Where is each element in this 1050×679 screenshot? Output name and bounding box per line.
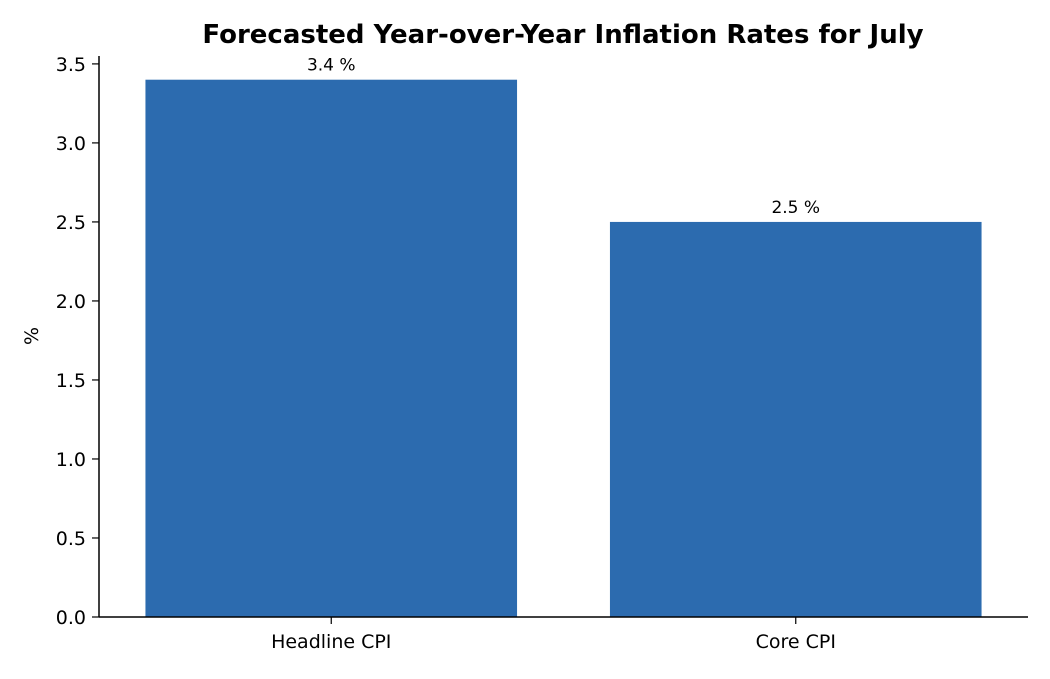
bar-core-cpi [609, 221, 982, 618]
y-tick-label: 2.0 [56, 291, 86, 313]
y-tick-label: 2.5 [56, 212, 86, 234]
y-tick-label: 3.5 [56, 54, 86, 76]
bar-headline-cpi [145, 79, 518, 617]
y-tick-label: 1.0 [56, 449, 86, 471]
y-axis-label: % [21, 327, 43, 345]
y-tick-label: 0.5 [56, 528, 86, 550]
data-label: 3.4 % [307, 56, 356, 76]
x-tick-label: Headline CPI [271, 631, 391, 653]
y-tick-label: 1.5 [56, 370, 86, 392]
y-tick-label: 0.0 [56, 607, 86, 629]
y-tick-label: 3.0 [56, 133, 86, 155]
x-tick-label: Core CPI [756, 631, 836, 653]
data-label: 2.5 % [771, 198, 820, 218]
plot-area: 3.4 % Headline CPI 2.5 % Core CPI 0.0 0.5 1.0 1… [56, 54, 1028, 653]
chart-title: Forecasted Year-over-Year Inflation Rate… [202, 20, 923, 50]
